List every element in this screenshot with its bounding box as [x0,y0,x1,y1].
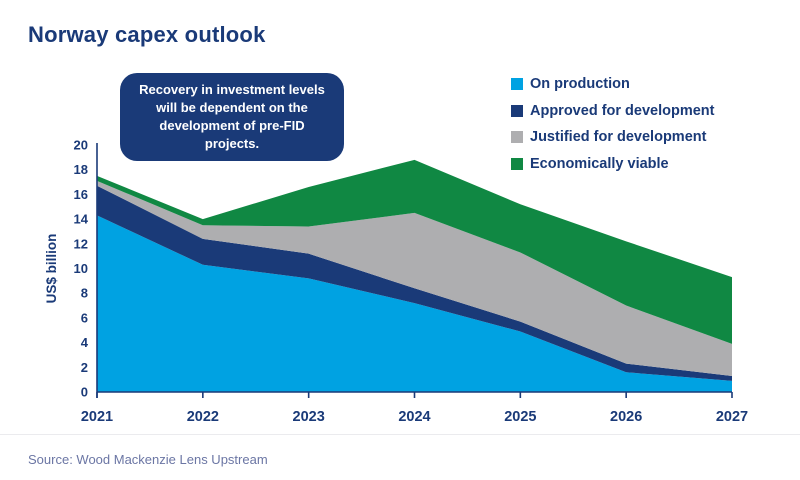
legend-label: Economically viable [530,155,669,172]
area-justified-for-development [97,180,732,376]
source-note: Source: Wood Mackenzie Lens Upstream [28,452,268,467]
legend-swatch [511,78,523,91]
x-tick-label: 2022 [187,409,219,425]
footer-divider [0,434,800,435]
x-tick-label: 2025 [504,409,536,425]
y-tick-label: 10 [74,261,88,276]
callout-annotation: Recovery in investment levels will be de… [120,73,344,161]
legend-label: Justified for development [530,129,707,146]
area-economically-viable [97,159,732,344]
legend-swatch [511,104,523,117]
legend-swatch [511,157,523,170]
x-tick-label: 2023 [293,409,325,425]
legend-item-economically-viable: Economically viable [511,151,796,178]
page-title: Norway capex outlook [28,22,266,47]
y-axis-title: US$ billion [44,234,59,304]
axes [96,143,733,398]
area-on-production [97,215,732,392]
y-tick-label: 8 [81,286,88,301]
x-tick-label: 2024 [398,409,430,425]
x-tick-label: 2026 [610,409,642,425]
y-tick-label: 2 [81,360,88,375]
y-tick-label: 12 [74,236,88,251]
legend-label: Approved for development [530,102,715,119]
y-tick-label: 16 [74,187,88,202]
y-tick-label: 6 [81,310,88,325]
callout-text: Recovery in investment levels will be de… [139,81,325,152]
legend-item-on-production: On production [511,71,796,98]
y-tick-label: 20 [74,138,88,153]
legend-label: On production [530,76,630,93]
chart-legend: On production Approved for development Jus… [511,71,796,177]
x-tick-label: 2021 [81,409,113,425]
legend-swatch [511,131,523,144]
y-tick-label: 18 [74,162,88,177]
legend-item-approved-for-development: Approved for development [511,98,796,125]
y-tick-label: 0 [81,385,88,400]
x-tick-label: 2027 [716,409,748,425]
y-tick-label: 14 [74,212,89,227]
y-tick-label: 4 [81,335,89,350]
legend-item-justified-for-development: Justified for development [511,124,796,151]
